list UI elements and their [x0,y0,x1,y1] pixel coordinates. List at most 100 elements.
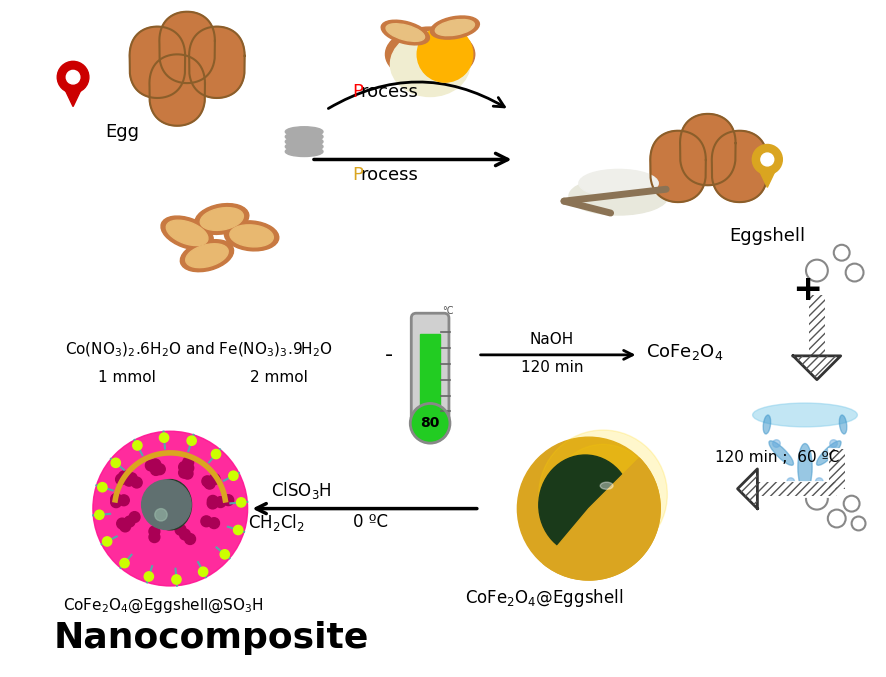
Text: P: P [353,83,363,101]
Circle shape [815,478,823,485]
Circle shape [120,559,129,568]
Circle shape [183,457,194,468]
Wedge shape [543,458,660,580]
Text: P: P [353,167,363,184]
Bar [420,334,440,414]
Polygon shape [129,26,185,98]
Circle shape [129,512,140,523]
Ellipse shape [600,482,613,489]
Text: 0 ºC: 0 ºC [354,513,388,531]
Text: CoFe$_2$O$_4$: CoFe$_2$O$_4$ [646,342,724,362]
Text: Co(NO$_3$)$_2$.6H$_2$O and Fe(NO$_3$)$_3$.9H$_2$O: Co(NO$_3$)$_2$.6H$_2$O and Fe(NO$_3$)$_3… [66,341,333,359]
Circle shape [172,575,181,584]
Ellipse shape [752,403,858,427]
Circle shape [229,471,238,481]
Ellipse shape [285,127,323,137]
Text: 120 min: 120 min [521,360,583,375]
Circle shape [183,462,194,473]
Ellipse shape [200,208,244,230]
Circle shape [124,475,135,486]
Ellipse shape [386,24,424,41]
Text: NaOH: NaOH [530,332,574,347]
Circle shape [127,473,137,483]
Ellipse shape [167,220,208,246]
Circle shape [761,153,773,166]
FancyBboxPatch shape [411,313,449,422]
Text: Egg: Egg [105,123,140,141]
Circle shape [144,572,153,581]
Circle shape [66,70,80,84]
Bar [758,482,836,496]
Polygon shape [711,131,767,202]
Ellipse shape [569,177,668,215]
Polygon shape [62,83,84,106]
Circle shape [97,483,107,492]
Bar [828,449,844,489]
Ellipse shape [186,244,229,267]
Circle shape [149,526,159,537]
Ellipse shape [579,169,658,197]
Circle shape [830,440,837,447]
Circle shape [184,533,196,544]
Circle shape [215,497,226,508]
Text: CoFe$_2$O$_4$@Eggshell@SO$_3$H: CoFe$_2$O$_4$@Eggshell@SO$_3$H [63,596,264,615]
Circle shape [201,516,212,527]
Polygon shape [737,469,758,508]
Text: 80: 80 [421,416,439,431]
Ellipse shape [285,147,323,156]
Circle shape [208,518,220,529]
Circle shape [237,498,245,507]
Ellipse shape [229,225,274,247]
Circle shape [175,525,186,536]
Text: 120 min ;  60 ºC: 120 min ; 60 ºC [715,450,839,464]
Circle shape [117,518,128,529]
Text: 2 mmol: 2 mmol [250,370,307,385]
Circle shape [198,567,207,576]
Polygon shape [793,356,841,380]
Circle shape [103,537,112,546]
Circle shape [159,433,168,442]
Text: -: - [385,345,392,365]
Polygon shape [680,114,735,185]
Ellipse shape [431,16,479,39]
Polygon shape [757,165,778,188]
Ellipse shape [181,240,234,271]
Ellipse shape [391,32,470,97]
Circle shape [155,508,167,521]
Circle shape [207,496,218,506]
Ellipse shape [285,137,323,147]
Circle shape [209,474,220,485]
Bar [758,482,836,496]
Polygon shape [150,54,205,126]
Circle shape [207,498,218,509]
Ellipse shape [385,27,475,82]
Circle shape [410,403,450,443]
Circle shape [58,62,89,93]
Circle shape [120,521,130,532]
Ellipse shape [381,20,430,45]
Text: Nanocomposite: Nanocomposite [53,621,369,655]
Text: CH$_2$Cl$_2$: CH$_2$Cl$_2$ [248,512,305,533]
Polygon shape [159,12,215,83]
Bar [828,449,844,489]
Ellipse shape [769,441,794,465]
Circle shape [752,144,782,175]
Text: rocess: rocess [361,167,418,184]
Circle shape [119,471,129,482]
Circle shape [417,26,473,82]
Polygon shape [650,131,706,202]
Text: rocess: rocess [361,83,418,101]
Circle shape [111,458,120,468]
Ellipse shape [817,441,841,465]
Ellipse shape [285,141,323,152]
Ellipse shape [539,455,632,555]
Circle shape [119,495,129,506]
Circle shape [517,437,660,580]
Text: Eggshell: Eggshell [729,227,805,245]
Circle shape [93,431,247,586]
Circle shape [220,550,229,559]
Circle shape [787,478,795,485]
Bar [809,295,825,356]
Text: 1 mmol: 1 mmol [97,370,156,385]
Polygon shape [189,26,245,98]
